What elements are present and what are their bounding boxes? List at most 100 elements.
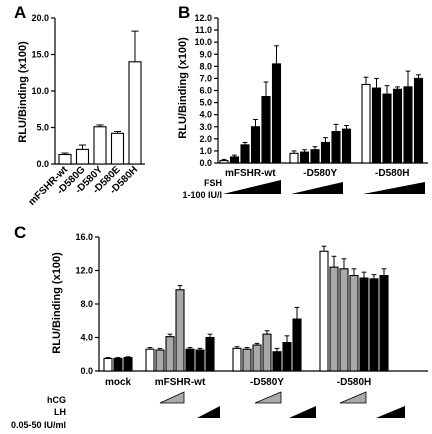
panel-c-bar <box>185 348 195 372</box>
panel-c-bar <box>165 336 175 372</box>
panel-c-bar <box>319 250 329 372</box>
panel-b-bar <box>271 63 282 164</box>
panel-c-group-label: -D580H <box>337 377 371 388</box>
panel-b-bar <box>219 160 229 164</box>
panel-b-bar <box>240 144 250 164</box>
panel-a-bar <box>110 132 125 165</box>
panel-b-bars <box>219 45 424 164</box>
panel-c-axes <box>98 237 428 372</box>
panel-b-group-label: mFSHR-wt <box>225 168 276 179</box>
panel-b-group-label: -D580Y <box>303 168 337 179</box>
panel-b-ytick-label: 7.0 <box>199 73 212 83</box>
panel-a-ylabel: RLU/Binding (x100) <box>17 41 29 143</box>
panel-c-group-label: -D580Y <box>250 377 284 388</box>
panel-b-bar <box>341 128 352 164</box>
panel-b-ytick-label: 11.0 <box>195 25 212 35</box>
panel-a-letter: A <box>14 3 26 22</box>
panel-c-bar <box>252 344 262 372</box>
panel-a-ytick-label: 10.0 <box>31 86 49 96</box>
panel-b-ytick-label: 10.0 <box>194 37 212 47</box>
panel-b-bar <box>361 83 371 164</box>
panel-b-bar <box>371 87 382 164</box>
panel-c-ytick-label: 16.0 <box>75 232 93 242</box>
panel-b-bar <box>289 152 299 164</box>
panel-c-group-label: mock <box>105 377 132 388</box>
panel-b-bar <box>403 86 413 164</box>
panel-c-bar <box>205 336 215 372</box>
panel-c-bar <box>242 348 252 372</box>
panel-a: A RLU/Binding (x100) 0.05.010.015.020.0 … <box>14 3 145 208</box>
panel-c-bars <box>103 245 389 372</box>
panel-b-fsh-label: FSH <box>204 178 222 188</box>
panel-c-bar <box>379 274 389 372</box>
panel-c-bar <box>292 318 302 372</box>
panel-a-yticks: 0.0 5.0 10.0 15.0 20.0 <box>31 13 55 169</box>
panel-c-bar <box>113 357 123 372</box>
panel-c-bar <box>103 357 113 372</box>
panel-b-ylabel: RLU/Binding (x100) <box>177 37 189 139</box>
panel-c-hcg-label: hCG <box>47 395 66 405</box>
panel-b-ytick-label: 4.0 <box>199 110 212 120</box>
panel-a-bar <box>58 153 72 165</box>
panel-c-bar <box>339 268 349 372</box>
panel-c-hcg-gradient-d580h <box>339 391 367 404</box>
panel-b-letter: B <box>178 3 190 22</box>
panel-c-lh-gradient-wt <box>197 406 220 418</box>
panel-b: B RLU/Binding (x100) 0.0 1.0 2.0 3.0 4.0 5.0 6… <box>177 3 428 200</box>
panel-b-ytick-label: 5.0 <box>199 98 212 108</box>
panel-a-ytick-label: 20.0 <box>31 13 49 23</box>
panel-c-ytick-label: 0.0 <box>80 366 93 376</box>
panel-b-bar <box>413 77 424 164</box>
panel-c-bar <box>262 333 272 372</box>
panel-b-bar <box>250 126 261 164</box>
panel-b-group-label: -D580H <box>375 168 409 179</box>
panel-c-lh-label: LH <box>54 407 66 417</box>
panel-a-bars <box>58 30 142 165</box>
panel-c-hcg-gradient-wt <box>159 391 185 404</box>
panel-b-dose-label: 1-100 IU/l <box>182 190 222 200</box>
panel-b-ytick-label: 1.0 <box>199 146 212 156</box>
panel-c-bar <box>282 341 292 372</box>
panel-c-ylabel: RLU/Binding (x100) <box>51 252 63 354</box>
panel-c-ytick-label: 4.0 <box>80 333 93 343</box>
panel-b-bar <box>229 156 240 164</box>
panel-b-gradient-d580h <box>363 182 425 194</box>
panel-c-ytick-label: 8.0 <box>80 299 93 309</box>
panel-b-ytick-label: 2.0 <box>199 134 212 144</box>
panel-b-ytick-label: 6.0 <box>199 86 212 96</box>
panel-c-bar <box>232 347 242 372</box>
panel-b-yticks: 0.0 1.0 2.0 3.0 4.0 5.0 6.0 7.0 8.0 9.0 10.0 11.0 12… <box>194 13 218 168</box>
panel-a-bar <box>128 61 142 165</box>
panel-c-group-labels: mock mFSHR-wt -D580Y -D580H <box>105 377 371 388</box>
panel-c-dose-label: 0.05-50 IU/ml <box>11 420 66 430</box>
panel-b-bar <box>261 95 271 164</box>
panel-b-bar <box>299 151 310 164</box>
panel-b-ytick-label: 0.0 <box>199 158 212 168</box>
panel-b-group-labels: mFSHR-wt -D580Y -D580H <box>225 168 410 179</box>
panel-c-hcg-gradient-d580y <box>254 391 282 404</box>
panel-c-bar <box>175 289 185 372</box>
panel-c-group-label: mFSHR-wt <box>155 377 206 388</box>
panel-b-bar <box>331 131 341 164</box>
panel-b-gradient-d580y <box>291 182 343 194</box>
panel-c-bar <box>359 277 369 372</box>
panel-a-category-labels: mFSHR-wt-D580G-D580Y-D580E-D580H <box>27 164 141 208</box>
panel-a-bar <box>75 148 90 165</box>
panel-b-ytick-label: 3.0 <box>199 122 212 132</box>
panel-c-bar <box>369 278 379 372</box>
panel-a-ytick-label: 15.0 <box>31 50 49 60</box>
panel-c-bar <box>329 266 339 372</box>
panel-b-ytick-label: 9.0 <box>199 49 212 59</box>
panel-a-ytick-label: 5.0 <box>36 123 49 133</box>
panel-b-bar <box>392 88 403 164</box>
panel-b-gradient-wt <box>223 180 281 194</box>
panel-c-ytick-label: 12.0 <box>75 266 93 276</box>
panel-b-bar <box>320 141 331 164</box>
panel-b-ytick-label: 12.0 <box>194 13 212 23</box>
panel-c-bar <box>145 348 155 372</box>
panel-c-lh-gradient-d580h <box>376 406 405 418</box>
panel-b-ytick-label: 8.0 <box>199 61 212 71</box>
panel-c-bar <box>155 349 165 372</box>
panel-b-bar <box>382 93 392 164</box>
